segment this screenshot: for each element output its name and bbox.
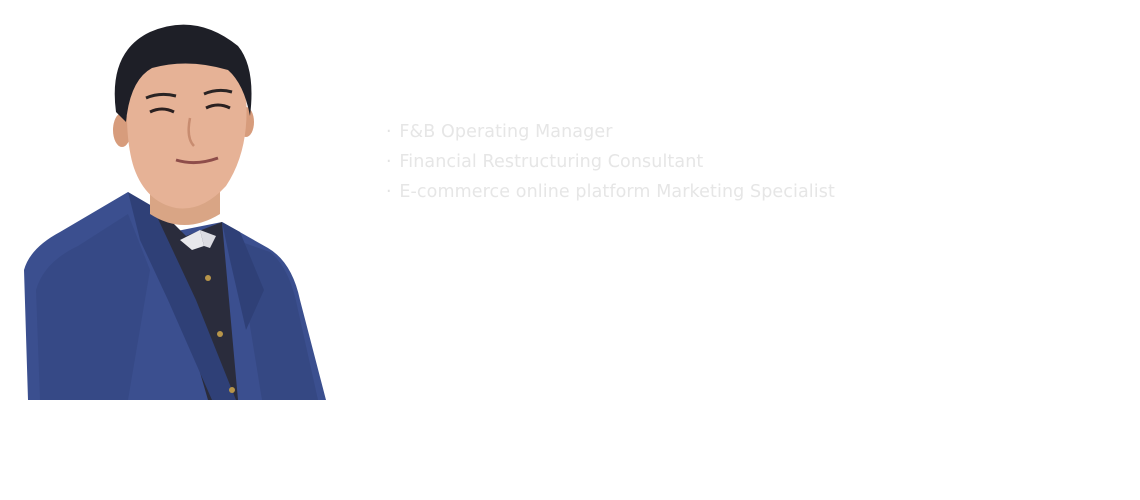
role-item: · E-commerce online platform Marketing S… (386, 177, 835, 207)
role-item: · F&B Operating Manager (386, 117, 835, 147)
role-text: F&B Operating Manager (399, 122, 613, 142)
role-item: · Financial Restructuring Consultant (386, 147, 835, 177)
role-list: · F&B Operating Manager · Financial Rest… (386, 117, 835, 207)
bullet: · (386, 182, 392, 202)
bullet: · (386, 152, 392, 172)
role-text: E-commerce online platform Marketing Spe… (399, 182, 835, 202)
role-text: Financial Restructuring Consultant (399, 152, 704, 172)
profile-photo (0, 0, 340, 400)
bullet: · (386, 122, 392, 142)
